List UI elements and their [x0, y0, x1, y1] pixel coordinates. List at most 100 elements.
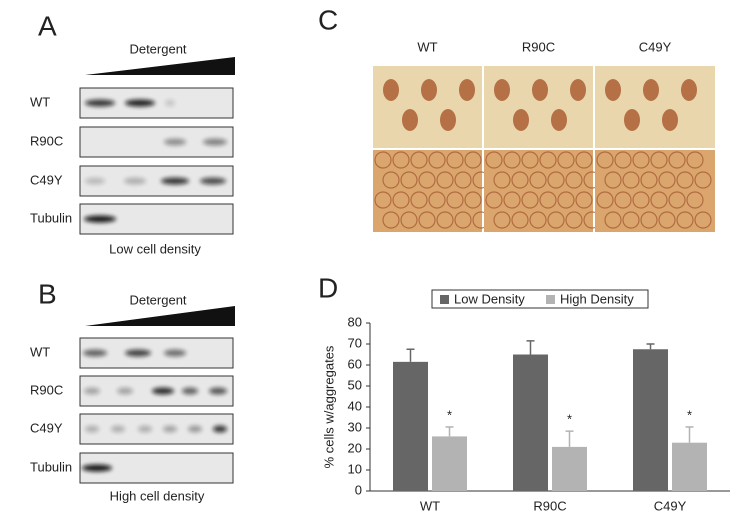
bar — [513, 354, 548, 491]
micrograph — [484, 150, 593, 232]
band — [161, 177, 189, 185]
cell — [418, 171, 436, 189]
cell — [374, 151, 392, 169]
cell — [676, 211, 694, 229]
cell — [547, 211, 565, 229]
caption: High cell density — [110, 488, 205, 503]
row-label: WT — [30, 94, 50, 109]
header: Detergent — [129, 41, 186, 56]
panel-label: D — [318, 272, 338, 303]
cell — [681, 79, 697, 101]
cell — [402, 109, 418, 131]
cell — [493, 211, 511, 229]
band — [152, 387, 174, 395]
band — [111, 425, 125, 433]
band — [182, 387, 198, 395]
row-label: R90C — [30, 133, 63, 148]
band — [124, 177, 146, 185]
cell — [382, 211, 400, 229]
cell — [632, 151, 650, 169]
band — [164, 349, 186, 357]
annotation: * — [567, 412, 572, 427]
cell — [694, 171, 712, 189]
cell — [686, 151, 704, 169]
cell — [440, 109, 456, 131]
cell — [428, 191, 446, 209]
row-label: R90C — [30, 382, 63, 397]
cell — [454, 211, 472, 229]
cell — [640, 171, 658, 189]
cell — [694, 211, 712, 229]
cell — [436, 171, 454, 189]
band — [85, 99, 115, 107]
cell — [668, 151, 686, 169]
cell — [446, 191, 464, 209]
cell — [596, 151, 614, 169]
cell — [464, 151, 482, 169]
cell — [557, 191, 575, 209]
y-tick-label: 30 — [348, 419, 362, 434]
y-tick-label: 0 — [355, 482, 362, 497]
bar — [393, 361, 428, 491]
cell — [539, 191, 557, 209]
cell — [596, 191, 614, 209]
cell — [400, 211, 418, 229]
cell — [539, 151, 557, 169]
cell — [575, 191, 593, 209]
cell — [668, 191, 686, 209]
cell — [428, 151, 446, 169]
cell — [650, 191, 668, 209]
band — [213, 425, 227, 433]
cell — [392, 151, 410, 169]
band — [84, 387, 100, 395]
band — [85, 177, 105, 185]
cell — [421, 79, 437, 101]
cell — [485, 151, 503, 169]
band — [209, 387, 227, 395]
header: Detergent — [129, 292, 186, 307]
cell — [418, 211, 436, 229]
x-tick-label: WT — [420, 498, 440, 513]
band — [125, 349, 151, 357]
annotation: * — [447, 407, 452, 422]
panel-label: C — [318, 4, 338, 35]
cell — [632, 191, 650, 209]
cell — [570, 79, 586, 101]
cell — [521, 151, 539, 169]
cell — [383, 79, 399, 101]
panel-label: A — [38, 10, 57, 41]
band — [82, 464, 112, 472]
blot — [79, 413, 234, 445]
cell — [529, 211, 547, 229]
column-label: C49Y — [639, 39, 672, 54]
y-tick-label: 60 — [348, 356, 362, 371]
x-tick-label: C49Y — [654, 498, 687, 513]
cell — [614, 151, 632, 169]
legend-swatch — [440, 295, 449, 304]
bar — [552, 446, 587, 491]
cell — [658, 171, 676, 189]
row-label: Tubulin — [30, 459, 72, 474]
micrograph — [484, 66, 593, 148]
band — [165, 99, 175, 107]
column-label: R90C — [522, 39, 555, 54]
legend — [431, 289, 649, 309]
bar — [432, 436, 467, 491]
row-label: Tubulin — [30, 210, 72, 225]
band — [188, 425, 202, 433]
column-label: WT — [417, 39, 437, 54]
legend-label: High Density — [560, 291, 634, 306]
cell — [382, 171, 400, 189]
cell — [622, 211, 640, 229]
cell — [503, 151, 521, 169]
cell — [643, 79, 659, 101]
row-label: C49Y — [30, 420, 63, 435]
y-tick-label: 70 — [348, 335, 362, 350]
cell — [547, 171, 565, 189]
cell — [532, 79, 548, 101]
cell — [454, 171, 472, 189]
legend-swatch — [546, 295, 555, 304]
cell — [557, 151, 575, 169]
cell — [604, 171, 622, 189]
cell — [485, 191, 503, 209]
